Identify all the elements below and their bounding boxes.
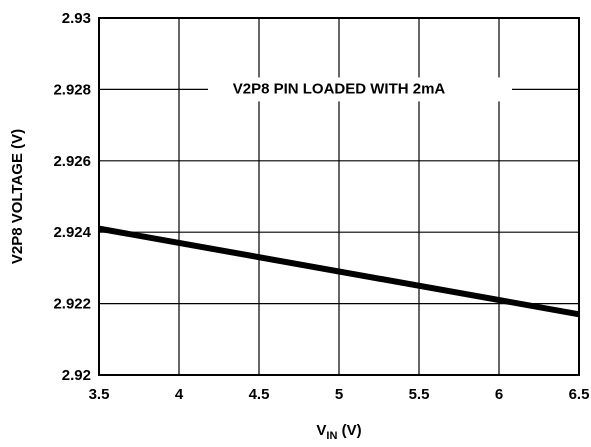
y-tick-label: 2.93 <box>62 10 91 27</box>
y-tick-label: 2.926 <box>53 153 91 170</box>
y-tick-label: 2.928 <box>53 81 91 98</box>
grid <box>98 17 580 376</box>
series-line <box>98 225 580 318</box>
x-tick-label: 3.5 <box>89 386 110 403</box>
x-axis-label-main: V <box>316 422 326 439</box>
x-tick-label: 4 <box>175 386 184 403</box>
y-tick-label: 2.924 <box>53 224 91 241</box>
x-tick-labels: 3.5 4 4.5 5 5.5 6 6.5 <box>89 386 590 403</box>
x-axis-label-subscript: IN <box>326 430 337 442</box>
x-tick-label: 6.5 <box>569 386 590 403</box>
annotation: V2P8 PIN LOADED WITH 2mA <box>208 77 512 102</box>
plot-frame <box>98 17 580 376</box>
x-tick-label: 4.5 <box>249 386 270 403</box>
y-tick-label: 2.922 <box>53 296 91 313</box>
y-axis-label: V2P8 VOLTAGE (V) <box>9 129 26 264</box>
series-group <box>98 225 580 318</box>
annotation-background <box>208 77 512 102</box>
y-tick-labels: 2.92 2.922 2.924 2.926 2.928 2.93 <box>53 10 91 384</box>
x-tick-label: 5 <box>335 386 343 403</box>
x-axis-label: VIN (V) <box>316 422 361 442</box>
x-tick-label: 5.5 <box>409 386 430 403</box>
x-axis-label-unit: (V) <box>337 422 361 439</box>
x-tick-label: 6 <box>495 386 503 403</box>
y-tick-label: 2.92 <box>62 367 91 384</box>
annotation-text: V2P8 PIN LOADED WITH 2mA <box>233 80 446 97</box>
